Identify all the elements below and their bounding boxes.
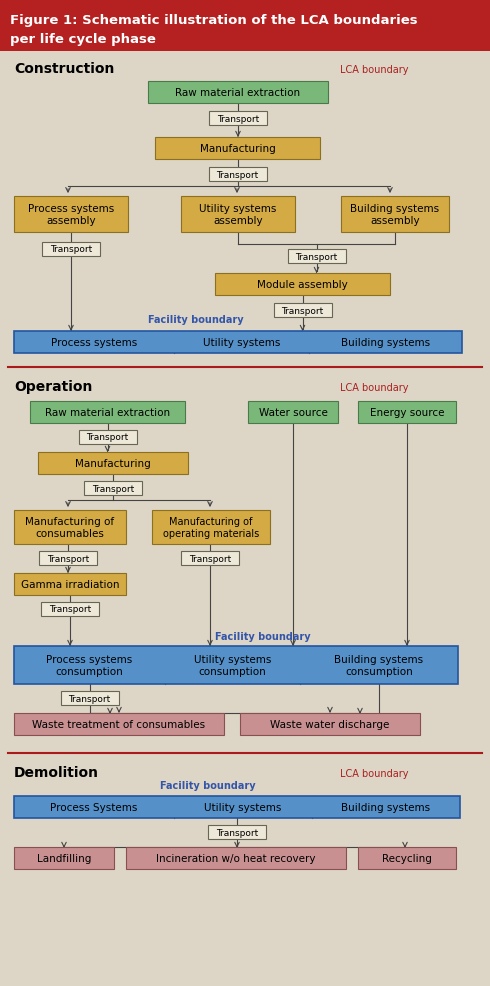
Text: Transport: Transport	[216, 827, 258, 837]
Text: Process Systems: Process Systems	[50, 803, 138, 812]
Text: Operation: Operation	[14, 380, 93, 393]
Text: LCA boundary: LCA boundary	[340, 65, 409, 75]
Text: Facility boundary: Facility boundary	[160, 780, 256, 790]
FancyBboxPatch shape	[126, 847, 346, 869]
Text: LCA boundary: LCA boundary	[340, 383, 409, 392]
FancyBboxPatch shape	[358, 401, 456, 424]
FancyBboxPatch shape	[39, 551, 97, 565]
FancyBboxPatch shape	[209, 168, 267, 181]
Text: Utility systems: Utility systems	[204, 803, 282, 812]
Text: Figure 1: Schematic illustration of the LCA boundaries: Figure 1: Schematic illustration of the …	[10, 14, 417, 27]
Text: Process systems
consumption: Process systems consumption	[47, 655, 133, 676]
FancyBboxPatch shape	[38, 453, 188, 474]
FancyBboxPatch shape	[14, 511, 126, 544]
FancyBboxPatch shape	[14, 713, 224, 736]
Text: Facility boundary: Facility boundary	[148, 315, 244, 324]
Text: Manufacturing of
operating materials: Manufacturing of operating materials	[163, 517, 259, 538]
Text: Recycling: Recycling	[382, 853, 432, 863]
Text: Waste treatment of consumables: Waste treatment of consumables	[32, 719, 206, 730]
Text: Transport: Transport	[189, 554, 231, 563]
Text: Waste water discharge: Waste water discharge	[270, 719, 390, 730]
Text: Building systems: Building systems	[342, 803, 431, 812]
FancyBboxPatch shape	[84, 481, 142, 496]
Text: Raw material extraction: Raw material extraction	[175, 88, 300, 98]
Text: Manufacturing: Manufacturing	[199, 144, 275, 154]
Text: per life cycle phase: per life cycle phase	[10, 33, 156, 46]
Text: Transport: Transport	[69, 694, 111, 703]
FancyBboxPatch shape	[209, 111, 267, 126]
Text: Incineration w/o heat recovery: Incineration w/o heat recovery	[156, 853, 316, 863]
FancyBboxPatch shape	[0, 0, 490, 52]
Text: Transport: Transport	[295, 252, 338, 261]
FancyBboxPatch shape	[240, 713, 420, 736]
Text: Transport: Transport	[86, 433, 128, 442]
Text: Transport: Transport	[92, 484, 134, 493]
Text: Transport: Transport	[217, 114, 259, 123]
FancyBboxPatch shape	[14, 647, 458, 684]
Text: Transport: Transport	[50, 246, 92, 254]
FancyBboxPatch shape	[14, 796, 460, 818]
Text: Gamma irradiation: Gamma irradiation	[21, 580, 119, 590]
FancyBboxPatch shape	[14, 574, 126, 596]
FancyBboxPatch shape	[41, 602, 99, 616]
FancyBboxPatch shape	[155, 138, 320, 160]
Text: Transport: Transport	[47, 554, 89, 563]
Text: Utility systems
assembly: Utility systems assembly	[199, 204, 277, 226]
Text: Water source: Water source	[259, 407, 327, 418]
FancyBboxPatch shape	[358, 847, 456, 869]
Text: Process systems: Process systems	[51, 337, 137, 348]
FancyBboxPatch shape	[215, 274, 390, 296]
Text: Transport: Transport	[217, 171, 259, 179]
FancyBboxPatch shape	[148, 82, 328, 104]
Text: Facility boundary: Facility boundary	[215, 631, 311, 641]
FancyBboxPatch shape	[181, 197, 295, 233]
Text: Construction: Construction	[14, 62, 114, 76]
Text: Manufacturing: Manufacturing	[75, 458, 151, 468]
FancyBboxPatch shape	[42, 243, 100, 256]
FancyBboxPatch shape	[248, 401, 338, 424]
Text: Utility systems: Utility systems	[203, 337, 280, 348]
Text: Demolition: Demolition	[14, 765, 99, 779]
FancyBboxPatch shape	[152, 511, 270, 544]
Text: Utility systems
consumption: Utility systems consumption	[194, 655, 271, 676]
FancyBboxPatch shape	[30, 401, 185, 424]
FancyBboxPatch shape	[14, 197, 128, 233]
Text: Raw material extraction: Raw material extraction	[45, 407, 170, 418]
Text: Transport: Transport	[49, 604, 91, 614]
FancyBboxPatch shape	[341, 197, 449, 233]
Text: LCA boundary: LCA boundary	[340, 768, 409, 778]
Text: Process systems
assembly: Process systems assembly	[28, 204, 114, 226]
FancyBboxPatch shape	[273, 304, 332, 317]
Text: Manufacturing of
consumables: Manufacturing of consumables	[25, 517, 115, 538]
FancyBboxPatch shape	[14, 331, 462, 354]
FancyBboxPatch shape	[78, 431, 137, 445]
Text: Energy source: Energy source	[370, 407, 444, 418]
Text: Building systems: Building systems	[341, 337, 430, 348]
Text: Module assembly: Module assembly	[257, 280, 348, 290]
Text: Landfilling: Landfilling	[37, 853, 91, 863]
Text: Building systems
assembly: Building systems assembly	[350, 204, 440, 226]
FancyBboxPatch shape	[60, 691, 119, 705]
Text: Building systems
consumption: Building systems consumption	[335, 655, 423, 676]
FancyBboxPatch shape	[288, 249, 345, 263]
FancyBboxPatch shape	[181, 551, 239, 565]
FancyBboxPatch shape	[208, 825, 266, 839]
FancyBboxPatch shape	[14, 847, 114, 869]
Text: Transport: Transport	[281, 307, 323, 316]
